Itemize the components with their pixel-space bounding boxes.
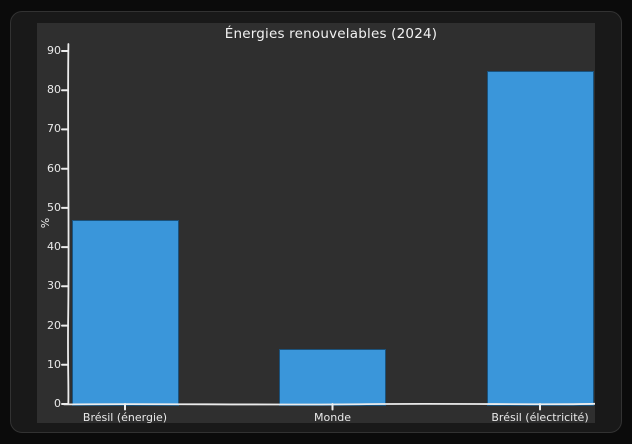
bar-0 [71,219,179,406]
bar-2 [486,70,594,406]
x-tick-label-0: Brésil (énergie) [82,411,168,423]
y-tick-label-10: 10 [47,357,61,371]
y-tick-labels: 0 10 20 30 40 50 60 70 80 90 [37,23,595,423]
bars-layer [37,23,595,423]
y-tick-label-50: 50 [47,200,61,214]
y-tick-label-60: 60 [47,161,61,175]
chart-card: Énergies renouvelables (2024) 0 10 20 30 40 5… [10,11,622,433]
chart-title: Énergies renouvelables (2024) [224,26,438,42]
y-tick-label-90: 90 [47,44,61,57]
y-tick-label-20: 20 [47,318,61,332]
x-tick-label-2: Brésil (électricité) [491,411,589,423]
y-tick-label-30: 30 [47,279,61,293]
y-tick-label-0: 0 [54,397,61,410]
y-tick-label-80: 80 [47,83,61,97]
y-axis-label: % [39,217,52,229]
y-tick-label-40: 40 [47,240,61,254]
x-tick-label-1: Monde [314,411,351,423]
bar-chart-figure: Énergies renouvelables (2024) 0 10 20 30 40 5… [37,23,595,423]
bar-1 [279,349,386,406]
y-tick-label-70: 70 [47,122,61,136]
x-tick-labels: Brésil (énergie) Monde Brésil (électricité… [37,23,595,423]
